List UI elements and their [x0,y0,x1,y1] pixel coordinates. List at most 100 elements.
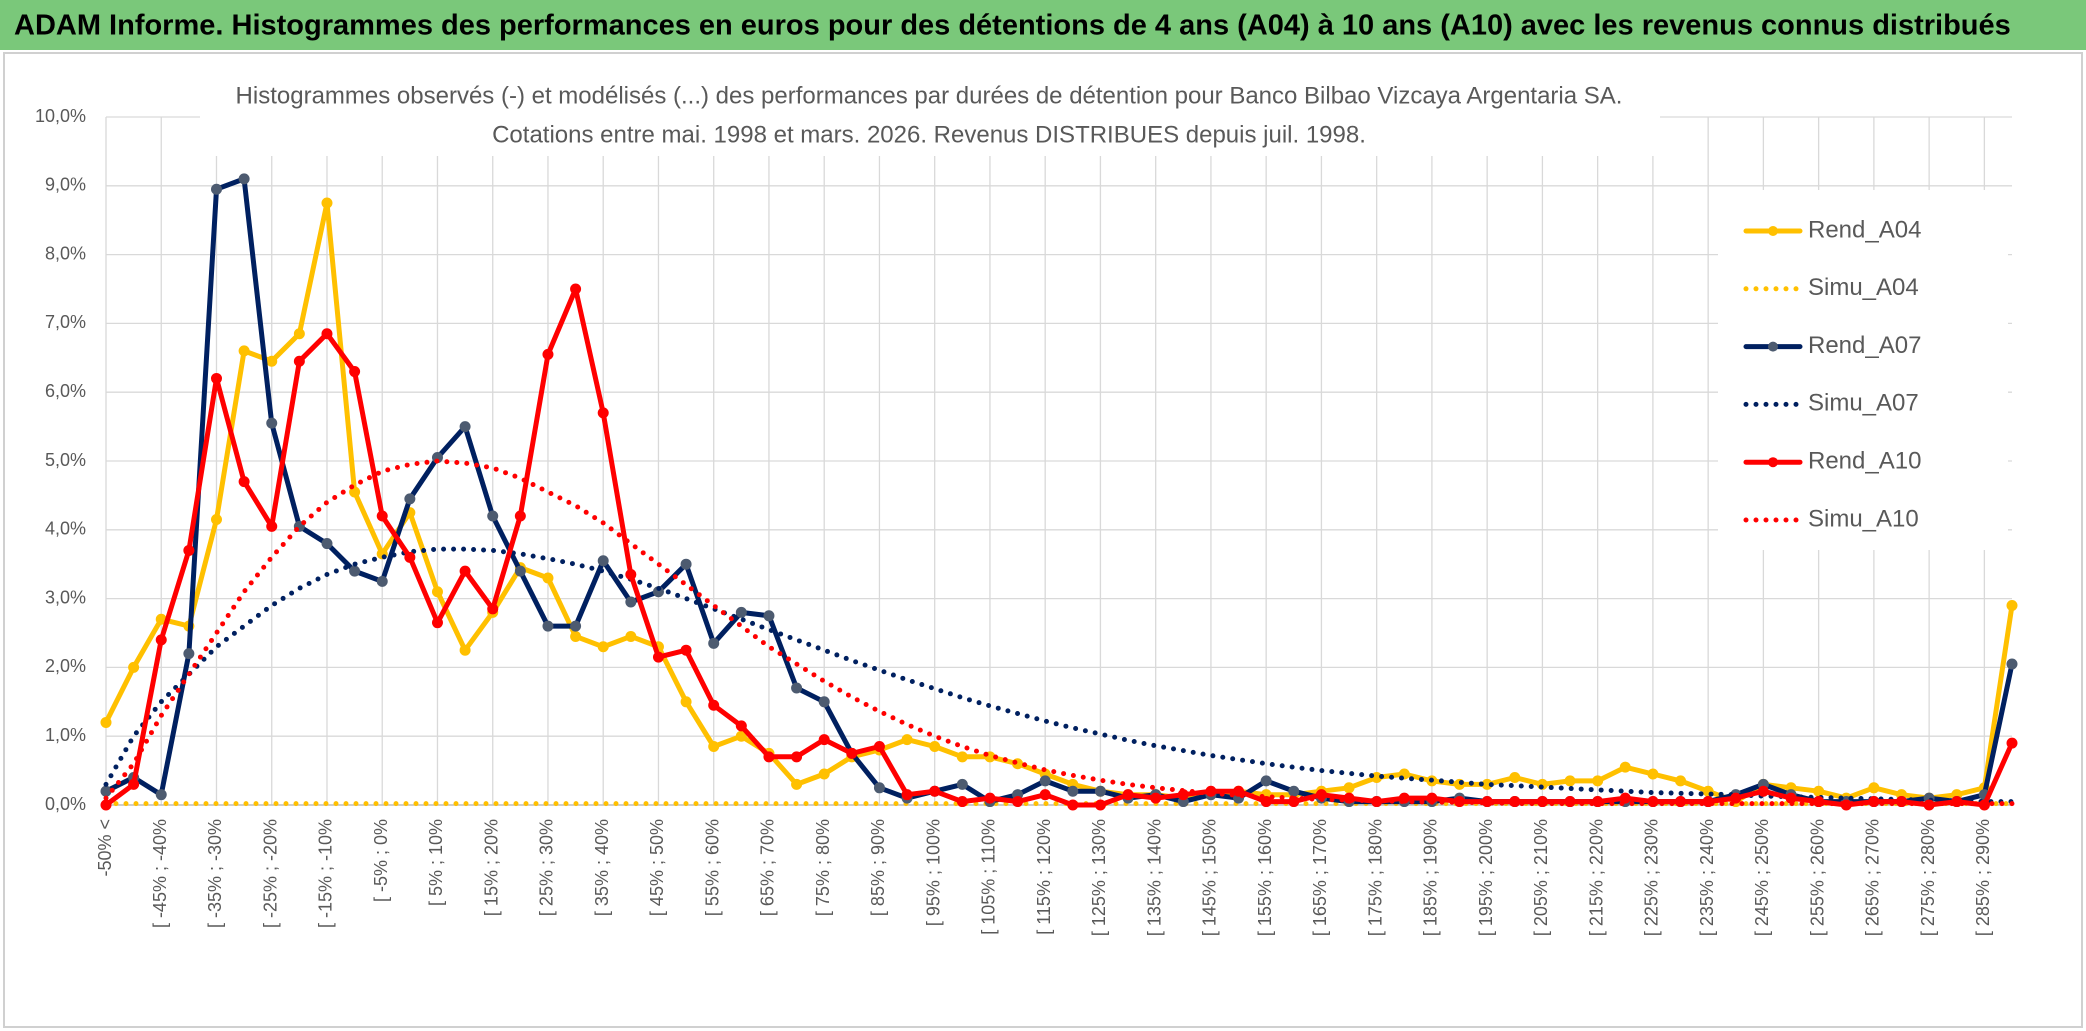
marker [514,565,526,577]
marker [708,699,720,711]
x-tick-label: [ 255% ; 260% [1807,819,1827,936]
y-tick-label: 5,0% [45,450,86,470]
marker [846,747,858,759]
x-tick-label: [ -5% ; 0% [371,819,391,902]
title-box [200,78,1660,156]
marker [321,328,333,340]
marker [431,617,443,629]
marker [459,565,471,577]
series-line [103,458,2015,807]
marker [1730,792,1742,804]
y-tick-label: 9,0% [45,175,86,195]
x-tick-label: [ 215% ; 220% [1586,819,1606,936]
marker [1343,782,1355,794]
marker [514,510,526,522]
marker [1260,796,1272,808]
marker [1012,796,1024,808]
marker [1260,775,1272,787]
marker [293,328,305,340]
marker [901,734,913,746]
marker [542,348,554,360]
y-tick-label: 4,0% [45,519,86,539]
x-tick-label: [ 125% ; 130% [1089,819,1109,936]
x-tick-label: [ 285% ; 290% [1973,819,1993,936]
x-tick-label: [ 25% ; 30% [537,819,557,916]
marker [1647,768,1659,780]
marker [1039,775,1051,787]
legend-box [1718,190,2008,550]
x-tick-label: [ 65% ; 70% [758,819,778,916]
x-tick-label: [ 245% ; 250% [1752,819,1772,936]
marker [791,682,803,694]
x-tick-label: [ 45% ; 50% [647,819,667,916]
marker [570,630,582,642]
marker [128,778,140,790]
marker [1757,785,1769,797]
marker [901,789,913,801]
marker [404,551,416,563]
x-tick-label: [ 155% ; 160% [1255,819,1275,936]
marker [597,407,609,419]
marker [349,366,361,378]
marker [349,486,361,498]
marker [2006,737,2018,749]
marker [2006,599,2018,611]
legend-marker [1768,226,1778,236]
x-tick-label: [ 195% ; 200% [1476,819,1496,936]
x-tick-label: [ -45% ; -40% [150,819,170,928]
x-tick-label: [ 165% ; 170% [1310,819,1330,936]
marker [1675,775,1687,787]
legend-marker [1768,341,1778,352]
marker [1619,792,1631,804]
marker [735,606,747,618]
marker [1039,789,1051,801]
x-tick-label: [ 235% ; 240% [1697,819,1717,936]
marker [487,510,499,522]
marker [956,778,968,790]
marker [1509,771,1521,783]
marker [708,741,720,753]
series-line [103,546,2015,805]
marker [929,741,941,753]
x-tick-label: [ 175% ; 180% [1365,819,1385,936]
marker [1122,789,1134,801]
legend-label: Rend_A10 [1808,448,1921,475]
marker [404,493,416,505]
marker [100,716,112,728]
y-tick-label: 6,0% [45,381,86,401]
x-tick-label: [ 5% ; 10% [426,819,446,906]
header-bar [0,0,2086,50]
marker [818,734,830,746]
marker [652,651,664,663]
marker [625,569,637,581]
marker [1813,785,1825,797]
marker [1094,799,1106,811]
y-tick-label: 3,0% [45,587,86,607]
marker [625,596,637,608]
marker [293,355,305,367]
marker [680,644,692,656]
legend-label: Simu_A07 [1808,390,1919,417]
marker [1067,799,1079,811]
marker [625,630,637,642]
x-tick-label: [ -25% ; -20% [260,819,280,928]
marker [210,513,222,525]
marker [1288,785,1300,797]
marker [1094,785,1106,797]
x-tick-label: [ 135% ; 140% [1144,819,1164,936]
marker [680,696,692,708]
y-tick-label: 8,0% [45,243,86,263]
legend-label: Rend_A04 [1808,216,1921,243]
marker [2006,658,2018,670]
x-tick-label: [ 55% ; 60% [702,819,722,916]
legend-label: Rend_A07 [1808,332,1921,359]
legend-marker [1768,457,1778,468]
marker [708,637,720,649]
marker [570,620,582,632]
legend-label: Simu_A10 [1808,505,1919,532]
x-tick-label: [ 35% ; 40% [592,819,612,916]
x-tick-label: [ -35% ; -30% [205,819,225,928]
marker [542,620,554,632]
marker [1564,775,1576,787]
